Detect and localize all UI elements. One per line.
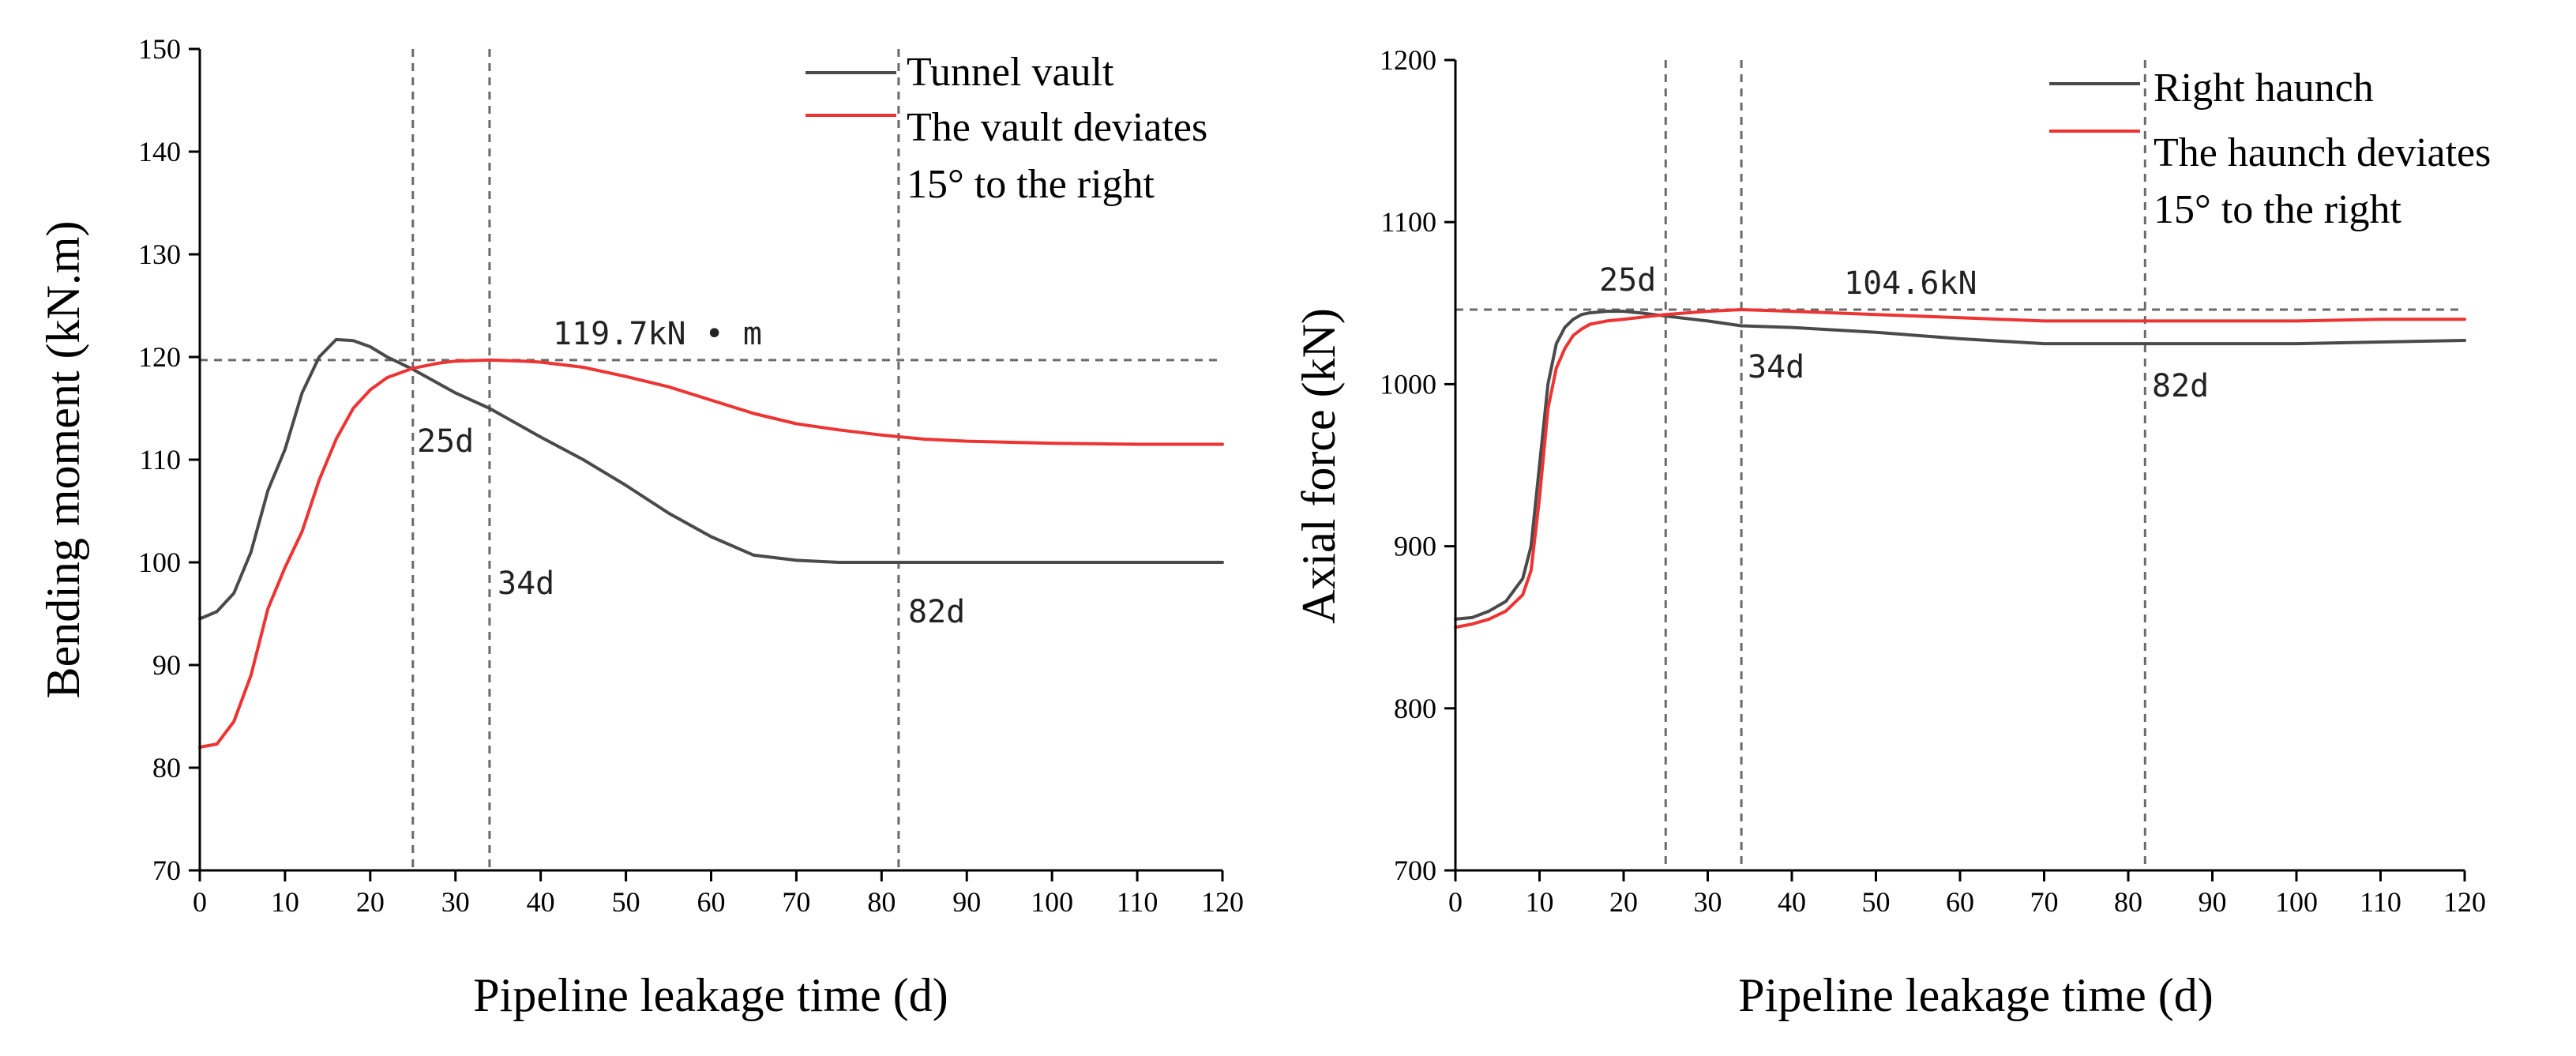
axial-force-34d-label: 34d (1748, 349, 1804, 385)
axial-force-series-deviated-line (1454, 308, 2466, 629)
legend-label-haunch-deviates-line2: 15° to the right (2154, 187, 2402, 232)
bending-moment-x-tick-label: 0 (193, 886, 207, 918)
axial-force-x-tick-label: 50 (1862, 886, 1891, 918)
bending-moment-x-tick-label: 80 (867, 886, 896, 918)
axial-force-guides (1455, 60, 2465, 870)
bending-moment-x-tick-label: 10 (271, 886, 299, 918)
bending-moment-series (198, 337, 1224, 749)
bending-moment-25d-label: 25d (417, 423, 474, 460)
bending-moment-x-tick-label: 120 (1201, 886, 1244, 918)
axial-force-series (1454, 308, 2466, 629)
bending-moment-x-tick-label: 20 (356, 886, 385, 918)
axial-force-chart: 0 10 20 30 40 50 60 70 80 90 100 110 120 700 800 900 10… (1293, 44, 2491, 1021)
axial-force-x-ticks: 0 10 20 30 40 50 60 70 80 90 100 110 120 (1448, 870, 2486, 918)
bending-moment-y-tick-label: 100 (138, 547, 181, 578)
axial-force-x-tick-label: 110 (2360, 886, 2401, 918)
axial-force-y-tick-label: 900 (1394, 531, 1436, 562)
bending-moment-y-tick-label: 150 (138, 33, 181, 65)
axial-force-x-tick-label: 120 (2443, 886, 2486, 918)
axial-force-x-tick-label: 70 (2030, 886, 2059, 918)
axial-force-series-baseline-line (1454, 310, 2466, 621)
axial-force-x-tick-label: 10 (1526, 886, 1554, 918)
bending-moment-x-tick-label: 50 (612, 886, 640, 918)
legend-label-right-haunch: Right haunch (2154, 66, 2374, 111)
bending-moment-x-tick-label: 30 (441, 886, 470, 918)
bending-moment-peak-annotation: 119.7kN • m (553, 316, 762, 352)
bending-moment-y-tick-label: 130 (138, 239, 181, 270)
bending-moment-y-tick-label: 110 (139, 444, 181, 475)
axial-force-25d-label: 25d (1599, 262, 1656, 299)
axial-force-peak-annotation: 104.6kN (1844, 265, 1977, 302)
bending-moment-y-tick-label: 90 (152, 649, 181, 681)
bending-moment-y-tick-label: 80 (152, 752, 181, 784)
bending-moment-series-deviated-line (198, 358, 1224, 749)
bending-moment-y-tick-label: 70 (152, 855, 181, 886)
bending-moment-y-tick-label: 140 (138, 136, 181, 167)
bending-moment-x-tick-label: 60 (697, 886, 726, 918)
axial-force-y-axis-title: Axial force (kN) (1293, 308, 1345, 624)
legend-label-tunnel-vault: Tunnel vault (907, 50, 1114, 95)
bending-moment-x-ticks: 0 10 20 30 40 50 60 70 80 90 100 110 120 (193, 870, 1244, 918)
axial-force-82d-label: 82d (2152, 368, 2209, 404)
bending-moment-x-tick-label: 40 (527, 886, 555, 918)
axial-force-y-tick-label: 1100 (1380, 206, 1436, 238)
bending-moment-legend: Tunnel vault The vault deviates 15° to t… (805, 50, 1207, 207)
axial-force-x-tick-label: 80 (2114, 886, 2142, 918)
axial-force-x-tick-label: 20 (1609, 886, 1638, 918)
bending-moment-x-axis-title: Pipeline leakage time (d) (473, 969, 948, 1021)
axial-force-y-tick-label: 700 (1394, 855, 1436, 886)
bending-moment-series-baseline-line (198, 337, 1224, 621)
axial-force-x-tick-label: 30 (1694, 886, 1722, 918)
axial-force-x-tick-label: 0 (1448, 886, 1463, 918)
axial-force-x-tick-label: 90 (2199, 886, 2227, 918)
axial-force-x-tick-label: 100 (2275, 886, 2318, 918)
axial-force-legend: Right haunch The haunch deviates 15° to … (2049, 66, 2491, 232)
axial-force-y-ticks: 700 800 900 1000 1100 1200 (1380, 44, 1455, 886)
axial-force-x-tick-label: 60 (1946, 886, 1974, 918)
bending-moment-34d-label: 34d (498, 566, 554, 602)
bending-moment-y-tick-label: 120 (138, 341, 181, 373)
bending-moment-y-ticks: 70 80 90 100 110 120 130 140 150 (138, 33, 200, 886)
bending-moment-x-tick-label: 110 (1117, 886, 1158, 918)
bending-moment-x-tick-label: 100 (1031, 886, 1073, 918)
bending-moment-chart: 0 10 20 30 40 50 60 70 80 90 100 110 120 70 80 90 100 11… (37, 33, 1244, 1021)
legend-label-haunch-deviates-line1: The haunch deviates (2154, 130, 2491, 175)
axial-force-y-tick-label: 1200 (1380, 44, 1436, 76)
bending-moment-guides (200, 49, 1222, 870)
bending-moment-x-tick-label: 90 (952, 886, 981, 918)
axial-force-x-axis-title: Pipeline leakage time (d) (1738, 969, 2213, 1021)
axial-force-y-tick-label: 800 (1394, 693, 1436, 724)
legend-label-vault-deviates-line1: The vault deviates (907, 105, 1207, 150)
bending-moment-82d-label: 82d (908, 594, 965, 630)
bending-moment-y-axis-title: Bending moment (kN.m) (37, 221, 89, 699)
axial-force-y-tick-label: 1000 (1380, 368, 1436, 400)
legend-label-vault-deviates-line2: 15° to the right (907, 162, 1155, 207)
bending-moment-x-tick-label: 70 (782, 886, 810, 918)
axial-force-x-tick-label: 40 (1778, 886, 1806, 918)
